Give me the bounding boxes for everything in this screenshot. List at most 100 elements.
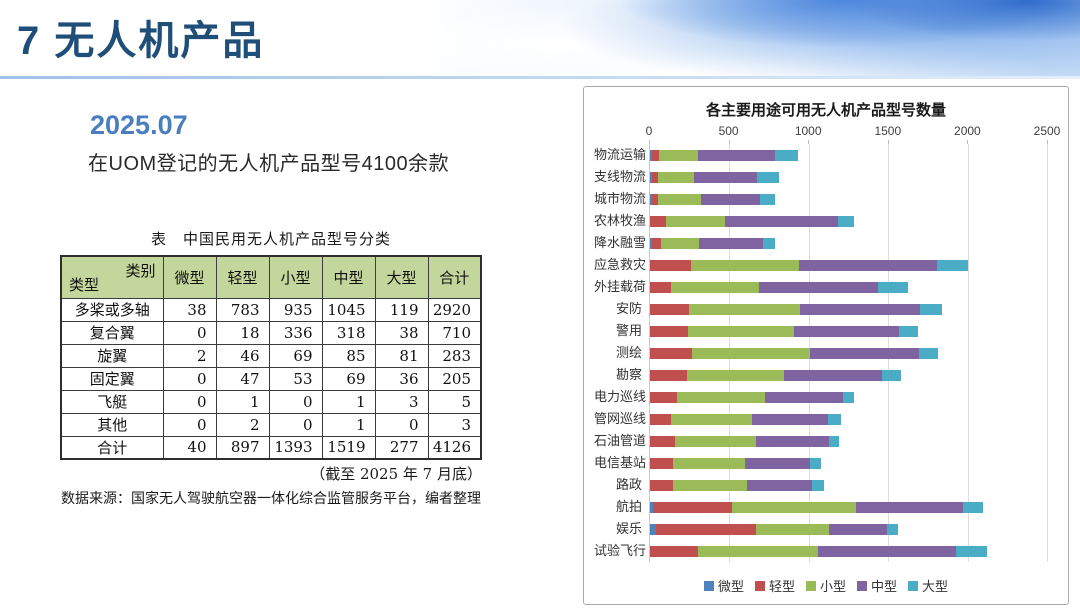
table-cell: 119 xyxy=(374,297,429,322)
bar-segment-小型 xyxy=(691,259,800,271)
column-header: 中型 xyxy=(321,255,376,299)
bar-segment-轻型 xyxy=(651,193,658,205)
bar-segment-小型 xyxy=(658,149,699,161)
bar-segment-大型 xyxy=(811,479,824,491)
table-row: 多桨或多轴 38 783 935 1045 119 2920 xyxy=(60,297,482,322)
row-label: 复合翼 xyxy=(60,320,164,345)
table-cell: 277 xyxy=(374,435,429,460)
x-axis-ticks: 0 500 1000 1500 2000 2500 xyxy=(645,124,1060,144)
table-cell: 0 xyxy=(162,366,217,391)
stacked-bar xyxy=(650,193,1047,205)
table-cell: 336 xyxy=(268,320,323,345)
stacked-bar xyxy=(650,325,1047,337)
bar-segment-轻型 xyxy=(650,303,689,315)
bar-segment-中型 xyxy=(758,281,878,293)
bar-segment-轻型 xyxy=(656,523,757,535)
table-title: 表 中国民用无人机产品型号分类 xyxy=(150,230,391,248)
category-label: 试验飞行 xyxy=(594,543,647,558)
table-cell: 69 xyxy=(321,366,376,391)
table-cell: 710 xyxy=(427,320,482,345)
bar-segment-大型 xyxy=(760,193,775,205)
legend-item: 轻型 xyxy=(754,576,795,595)
chart-body: 0 500 1000 1500 2000 2500 物流运输 支线物流 城市物流 农林牧渔 降水融… xyxy=(594,124,1060,562)
row-label: 旋翼 xyxy=(60,343,164,368)
bar-row xyxy=(650,342,1047,364)
bar-segment-中型 xyxy=(699,237,763,249)
bar-row xyxy=(650,518,1047,540)
table-cell: 897 xyxy=(215,435,270,460)
bar-segment-大型 xyxy=(956,545,988,557)
table-cell: 283 xyxy=(427,343,482,368)
table-cell: 3 xyxy=(427,412,482,437)
bar-segment-中型 xyxy=(784,369,882,381)
stacked-bar xyxy=(650,237,1047,249)
bar-row xyxy=(650,144,1047,166)
stacked-bar xyxy=(650,501,1047,513)
subtitle: 在UOM登记的无人机产品型号4100余款 xyxy=(88,153,450,175)
table-cell: 0 xyxy=(268,389,323,414)
x-tick-label: 2000 xyxy=(954,124,981,138)
bar-segment-大型 xyxy=(898,325,918,337)
chart-panel: 各主要用途可用无人机产品型号数量 0 500 1000 1500 2000 2500 物流… xyxy=(583,86,1069,605)
table-cell: 18 xyxy=(215,320,270,345)
bar-segment-小型 xyxy=(673,457,746,469)
stacked-bar xyxy=(650,347,1047,359)
bar-segment-小型 xyxy=(670,413,752,425)
table-row: 飞艇 0 1 0 1 3 5 xyxy=(60,389,482,414)
bar-segment-中型 xyxy=(829,523,887,535)
table-cell: 205 xyxy=(427,366,482,391)
bar-segment-小型 xyxy=(687,369,785,381)
bar-row xyxy=(650,430,1047,452)
bar-segment-大型 xyxy=(877,281,909,293)
column-header: 合计 xyxy=(427,255,482,299)
table-cell: 0 xyxy=(162,389,217,414)
bar-row xyxy=(650,232,1047,254)
table-corner-cell: 类别 类型 xyxy=(60,255,164,299)
legend-swatch-icon xyxy=(754,580,765,591)
stacked-bar xyxy=(650,457,1047,469)
bar-segment-轻型 xyxy=(650,259,692,271)
bar-segment-轻型 xyxy=(651,149,659,161)
table-cell: 3 xyxy=(374,389,429,414)
bar-segment-轻型 xyxy=(651,237,662,249)
bar-segment-大型 xyxy=(919,303,943,315)
row-label: 固定翼 xyxy=(60,366,164,391)
category-label: 路政 xyxy=(615,477,642,492)
row-label: 其他 xyxy=(60,412,164,437)
table-cell: 0 xyxy=(162,320,217,345)
table-cell: 0 xyxy=(162,412,217,437)
table-cell: 1519 xyxy=(321,435,376,460)
table-cell: 2920 xyxy=(427,297,482,322)
bar-segment-大型 xyxy=(936,259,968,271)
stacked-bar xyxy=(650,413,1047,425)
bar-row xyxy=(650,540,1047,562)
table-cell: 1 xyxy=(321,389,376,414)
bar-row xyxy=(650,254,1047,276)
bar-segment-中型 xyxy=(799,259,937,271)
table-cell: 2 xyxy=(215,412,270,437)
bar-row xyxy=(650,408,1047,430)
bar-segment-小型 xyxy=(697,545,818,557)
table-row: 固定翼 0 47 53 69 36 205 xyxy=(60,366,482,391)
bar-segment-小型 xyxy=(688,325,794,337)
table-row: 合计 40 897 1393 1519 277 4126 xyxy=(60,435,482,460)
legend-item: 大型 xyxy=(908,576,948,595)
bar-segment-微型 xyxy=(650,237,652,249)
bar-segment-中型 xyxy=(817,545,957,557)
table-cell: 36 xyxy=(374,366,429,391)
legend-label: 中型 xyxy=(871,579,898,594)
sky-clouds-banner xyxy=(0,0,1080,78)
x-tick-mark xyxy=(728,140,730,144)
table-cell: 2 xyxy=(162,343,217,368)
category-label: 物流运输 xyxy=(594,147,647,162)
bar-row xyxy=(650,496,1047,518)
category-label: 安防 xyxy=(615,301,642,316)
x-tick-label: 0 xyxy=(645,124,653,138)
x-tick-label: 500 xyxy=(718,124,739,138)
x-tick-mark xyxy=(967,140,969,144)
bar-segment-轻型 xyxy=(650,369,688,381)
date-label: 2025.07 xyxy=(90,110,188,140)
chart-title: 各主要用途可用无人机产品型号数量 xyxy=(705,102,946,119)
bar-row xyxy=(650,188,1047,210)
category-label: 外挂载荷 xyxy=(594,279,647,294)
